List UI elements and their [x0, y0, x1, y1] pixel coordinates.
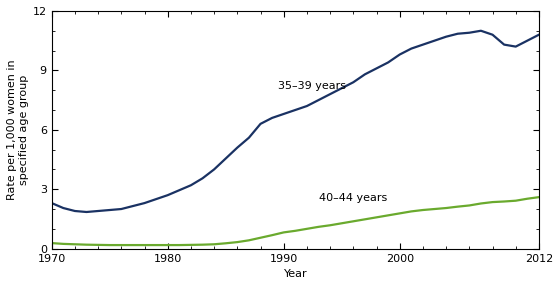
Text: 35–39 years: 35–39 years — [278, 81, 346, 91]
Y-axis label: Rate per 1,000 women in
specified age group: Rate per 1,000 women in specified age gr… — [7, 59, 29, 200]
Text: 40–44 years: 40–44 years — [319, 193, 387, 203]
X-axis label: Year: Year — [283, 269, 307, 279]
